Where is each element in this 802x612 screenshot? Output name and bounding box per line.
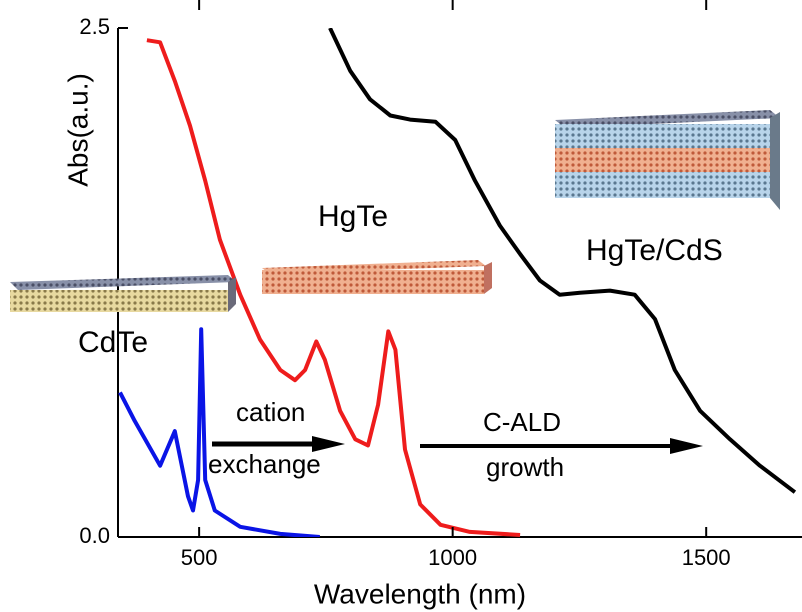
series-line <box>118 327 320 537</box>
plot-area <box>118 28 797 537</box>
y-tick-label: 2.5 <box>79 14 110 39</box>
annotation: growth <box>486 452 564 482</box>
series-label: HgTe/CdS <box>586 234 723 267</box>
annotation: exchange <box>208 449 321 479</box>
x-tick-label: 500 <box>181 545 218 570</box>
x-axis-label: Wavelength (nm) <box>314 578 526 609</box>
x-tick-label: 1500 <box>682 545 731 570</box>
hgte-platelet <box>262 260 492 294</box>
annotation: C-ALD <box>483 407 561 437</box>
y-tick-label: 0.0 <box>79 523 110 548</box>
series-line <box>146 38 521 537</box>
cdte-platelet <box>10 275 236 312</box>
series-label: HgTe <box>318 200 388 233</box>
x-tick-label: 1000 <box>428 545 477 570</box>
arrows <box>212 436 703 454</box>
series-label: CdTe <box>78 326 148 359</box>
annotation: cation <box>236 397 305 427</box>
series-line <box>328 28 797 494</box>
hgte-cds-platelet <box>555 110 780 210</box>
y-axis-label: Abs(a.u.) <box>62 73 93 187</box>
